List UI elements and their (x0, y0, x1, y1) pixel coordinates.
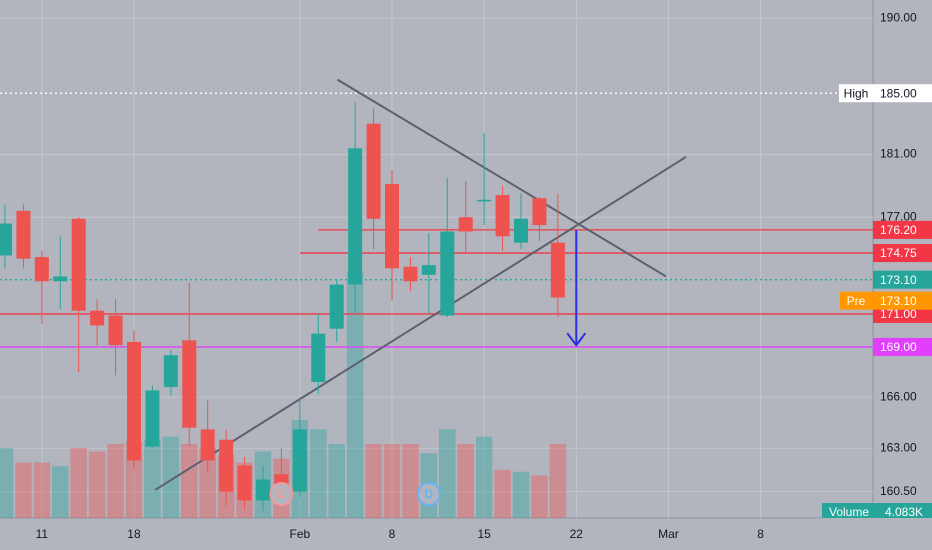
volume-bar (328, 444, 345, 518)
volume-bar (402, 444, 419, 518)
premarket-tag-box (840, 291, 932, 310)
volume-bar (125, 442, 143, 518)
volume-bar (383, 444, 401, 518)
y-tick-label: 190.00 (880, 11, 917, 25)
level-label: 185.00 (880, 86, 917, 100)
candle-body (255, 479, 270, 501)
time-axis-cover (822, 518, 932, 550)
volume-bar (365, 444, 382, 518)
candle-body (90, 310, 105, 326)
x-tick-label: Mar (658, 527, 679, 541)
event-label: E (277, 487, 285, 501)
candle-body (384, 184, 399, 269)
volume-bar (107, 444, 124, 518)
volume-bar (346, 271, 364, 518)
volume-bar (33, 462, 51, 518)
event-marker (416, 482, 441, 506)
volume-bar (438, 429, 456, 518)
y-tick-label: 166.00 (880, 389, 917, 403)
candle-body (108, 315, 123, 346)
candle-body (366, 123, 381, 219)
volume-bar (549, 444, 567, 518)
volume-bar (531, 475, 548, 518)
volume-bar (494, 469, 511, 518)
candle-body (550, 242, 565, 298)
volume-bar (162, 436, 180, 518)
candle-body (329, 284, 344, 329)
volume-bar (88, 451, 106, 518)
level-label-box (873, 244, 932, 263)
x-tick-label: 15 (477, 527, 491, 541)
x-tick-label: 8 (757, 527, 764, 541)
level-label: 176.20 (880, 223, 917, 237)
volume-legend-name: Volume (829, 505, 869, 519)
volume-bar (180, 444, 198, 518)
candle-body (292, 429, 307, 492)
candle-body (348, 148, 363, 285)
x-tick-label: 18 (127, 527, 141, 541)
y-tick-label: 181.00 (880, 147, 917, 161)
candle-body (311, 333, 326, 382)
level-label-box (873, 220, 932, 239)
candle-body (16, 210, 31, 259)
candle-body (532, 198, 547, 226)
candle-body (403, 266, 418, 282)
candle-body (0, 223, 12, 256)
premarket-label: 173.10 (880, 294, 917, 308)
candle-body (126, 341, 141, 461)
volume-bar (0, 447, 14, 518)
trendline (154, 155, 687, 491)
level-label: 171.00 (880, 307, 917, 321)
volume-bar (70, 447, 87, 518)
y-tick-label: 177.00 (880, 209, 917, 223)
level-label: 169.00 (880, 340, 917, 354)
volume-bar (144, 440, 161, 518)
candle-body (237, 465, 252, 501)
candle-body (495, 195, 510, 237)
arrow-head (566, 332, 587, 347)
candle-body (53, 276, 68, 282)
y-tick-label: 160.50 (880, 484, 917, 498)
premarket-tag: Pre (847, 294, 866, 308)
level-tag: High (844, 86, 869, 100)
candle-body (219, 439, 234, 492)
level-label-box (873, 84, 932, 103)
x-tick-label: 8 (389, 527, 396, 541)
volume-bar (309, 429, 327, 518)
candle-body (458, 217, 473, 232)
level-label: 173.10 (880, 273, 917, 287)
event-marker (269, 482, 294, 506)
level-label-box (873, 337, 932, 356)
candle-body (182, 340, 197, 428)
candle-body (513, 218, 529, 243)
candle-body (477, 199, 492, 202)
candle-body (440, 231, 455, 316)
level-label: 174.75 (880, 246, 917, 260)
volume-legend-value: 4.083K (885, 505, 923, 519)
candle-body (163, 355, 178, 388)
x-tick-label: 11 (36, 527, 49, 541)
x-tick-label: Feb (290, 527, 311, 541)
volume-bar (512, 471, 530, 518)
candle-body (200, 429, 215, 461)
candle-body (71, 218, 86, 311)
y-tick-label: 163.00 (880, 440, 917, 454)
volume-legend-box (822, 503, 932, 518)
level-tag-box (839, 84, 873, 103)
volume-bar (15, 462, 32, 518)
candle-body (421, 265, 436, 275)
volume-bar (457, 444, 475, 518)
level-label-box (873, 270, 932, 289)
x-tick-label: 22 (570, 527, 584, 541)
candle-body (145, 390, 160, 447)
event-label: D (425, 487, 434, 501)
trendline (336, 78, 667, 278)
volume-bar (199, 447, 216, 518)
volume-bar (475, 436, 493, 518)
candle-body (34, 257, 49, 282)
volume-bar (51, 466, 69, 518)
